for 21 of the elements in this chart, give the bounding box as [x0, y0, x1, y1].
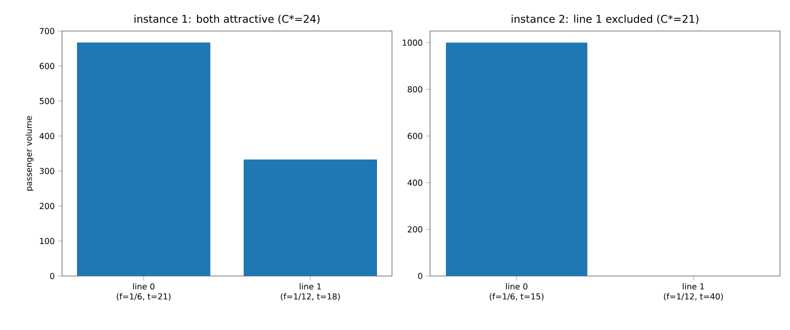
y-tick-label: 500: [40, 98, 54, 104]
y-tick-label: 200: [40, 202, 54, 210]
y-tick-label: 700: [40, 28, 54, 34]
y-tick-label: 600: [40, 62, 54, 70]
y-tick-label: 1000: [402, 40, 422, 46]
y-axis-title: passenger volume: [26, 116, 34, 191]
x-tick-label: line 1 (f=1/12, t=40): [664, 283, 723, 300]
y-tick-label: 300: [40, 168, 54, 174]
x-tick-label: line 0 (f=1/6, t=15): [490, 283, 544, 300]
y-tick-label: 100: [40, 238, 54, 244]
x-tick-label: line 1 (f=1/12, t=18): [280, 283, 340, 300]
y-tick-label: 400: [40, 132, 54, 140]
y-tick-label: 0: [418, 272, 422, 280]
y-tick-label: 200: [408, 226, 422, 232]
y-tick-label: 800: [408, 86, 422, 92]
x-tick-label: line 0 (f=1/6, t=21): [116, 283, 170, 300]
chart-title: instance 2: line 1 excluded (C*=21): [512, 14, 698, 24]
y-tick-label: 0: [50, 272, 54, 280]
y-tick-label: 400: [408, 180, 422, 186]
chart-title: instance 1: both attractive (C*=24): [134, 14, 320, 24]
y-tick-label: 600: [408, 132, 422, 140]
